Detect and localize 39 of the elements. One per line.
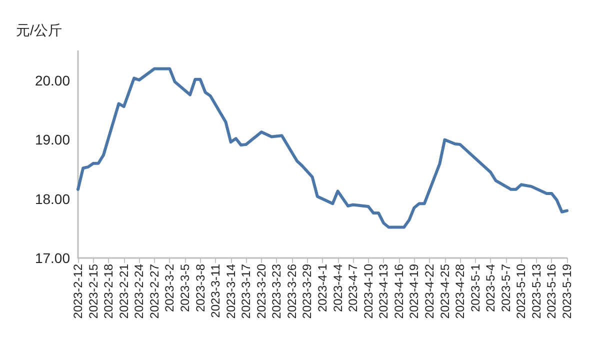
x-tick-label: 2023-5-1 — [468, 264, 482, 312]
x-tick-label: 2023-4-25 — [438, 264, 452, 319]
x-tick-label: 2023-5-13 — [529, 264, 544, 319]
y-tick-label: 17.00 — [34, 250, 70, 266]
y-tick-label: 18.00 — [34, 190, 70, 207]
x-tick-label: 2023-3-5 — [178, 264, 192, 312]
x-tick-label: 2023-3-8 — [193, 264, 208, 312]
y-tick-label: 19.00 — [34, 132, 70, 148]
x-tick-label: 2023-3-23 — [270, 264, 284, 319]
x-tick-label: 2023-2-21 — [116, 264, 131, 319]
x-tick-label: 2023-4-16 — [392, 264, 406, 319]
x-tick-label: 2023-4-4 — [330, 264, 345, 312]
x-tick-label: 2023-4-10 — [361, 264, 376, 319]
x-tick-label: 2023-3-14 — [224, 264, 238, 319]
y-axis-title: 元/公斤 — [16, 22, 62, 38]
x-tick-label: 2023-2-24 — [132, 264, 146, 319]
x-tick-label: 2023-4-22 — [422, 264, 436, 319]
x-tick-label: 2023-4-19 — [407, 264, 422, 319]
x-tick-label: 2023-5-16 — [544, 264, 559, 319]
x-tick-label: 2023-3-29 — [300, 264, 314, 319]
x-tick-label: 2023-3-26 — [284, 264, 299, 319]
x-tick-label: 2023-5-19 — [560, 264, 574, 319]
x-tick-label: 2023-5-10 — [514, 264, 528, 319]
x-tick-label: 2023-2-27 — [147, 264, 162, 319]
x-tick-label: 2023-2-15 — [86, 264, 100, 319]
x-tick-label: 2023-4-7 — [346, 264, 360, 312]
x-tick-label: 2023-2-18 — [102, 264, 116, 319]
x-tick-label: 2023-4-28 — [453, 264, 468, 319]
x-tick-label: 2023-3-11 — [208, 264, 223, 318]
x-tick-label: 2023-4-13 — [376, 264, 391, 319]
y-tick-label: 20.00 — [34, 72, 70, 89]
x-tick-label: 2023-3-2 — [162, 264, 177, 312]
x-tick-label: 2023-2-12 — [71, 264, 85, 319]
x-tick-label: 2023-5-4 — [484, 264, 498, 312]
x-tick-label: 2023-3-20 — [254, 264, 268, 319]
line-series — [76, 67, 568, 229]
x-tick-label: 2023-3-17 — [239, 264, 254, 319]
x-tick-label: 2023-4-1 — [316, 264, 330, 312]
x-tick-label: 2023-5-7 — [498, 264, 513, 312]
